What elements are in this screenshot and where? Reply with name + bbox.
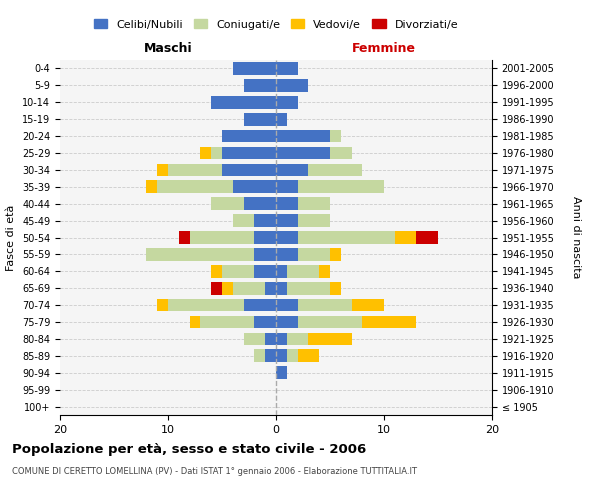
Text: Femmine: Femmine bbox=[352, 42, 416, 55]
Bar bbox=[276, 146, 330, 160]
Bar bbox=[276, 231, 298, 244]
Bar bbox=[233, 282, 265, 294]
Bar bbox=[211, 265, 222, 278]
Bar bbox=[157, 299, 168, 312]
Bar bbox=[146, 180, 157, 193]
Bar bbox=[244, 113, 276, 126]
Bar bbox=[233, 180, 276, 193]
Bar bbox=[179, 231, 190, 244]
Bar bbox=[287, 282, 330, 294]
Bar bbox=[276, 248, 298, 260]
Bar bbox=[222, 130, 276, 142]
Text: COMUNE DI CERETTO LOMELLINA (PV) - Dati ISTAT 1° gennaio 2006 - Elaborazione TUT: COMUNE DI CERETTO LOMELLINA (PV) - Dati … bbox=[12, 468, 417, 476]
Bar bbox=[298, 180, 384, 193]
Bar bbox=[265, 282, 276, 294]
Bar bbox=[211, 146, 222, 160]
Bar bbox=[298, 299, 352, 312]
Y-axis label: Anni di nascita: Anni di nascita bbox=[571, 196, 581, 279]
Bar bbox=[244, 79, 276, 92]
Bar bbox=[330, 282, 341, 294]
Bar bbox=[254, 316, 276, 328]
Bar bbox=[265, 350, 276, 362]
Bar bbox=[330, 130, 341, 142]
Bar bbox=[146, 248, 254, 260]
Bar bbox=[276, 198, 298, 210]
Bar bbox=[190, 231, 254, 244]
Bar bbox=[276, 79, 308, 92]
Y-axis label: Fasce di età: Fasce di età bbox=[7, 204, 16, 270]
Bar bbox=[319, 265, 330, 278]
Bar bbox=[276, 265, 287, 278]
Bar bbox=[276, 332, 287, 345]
Bar bbox=[254, 214, 276, 227]
Bar bbox=[298, 214, 330, 227]
Bar bbox=[330, 248, 341, 260]
Bar bbox=[200, 146, 211, 160]
Bar bbox=[308, 164, 362, 176]
Bar bbox=[211, 282, 222, 294]
Bar bbox=[276, 130, 330, 142]
Legend: Celibi/Nubili, Coniugati/e, Vedovi/e, Divorziati/e: Celibi/Nubili, Coniugati/e, Vedovi/e, Di… bbox=[94, 19, 458, 30]
Text: Maschi: Maschi bbox=[143, 42, 193, 55]
Bar bbox=[362, 316, 416, 328]
Bar bbox=[298, 248, 330, 260]
Bar bbox=[233, 62, 276, 75]
Bar bbox=[298, 231, 395, 244]
Bar bbox=[276, 366, 287, 379]
Bar bbox=[287, 350, 298, 362]
Bar bbox=[416, 231, 438, 244]
Bar bbox=[244, 299, 276, 312]
Bar bbox=[276, 350, 287, 362]
Bar bbox=[276, 113, 287, 126]
Bar bbox=[244, 332, 265, 345]
Bar bbox=[233, 214, 254, 227]
Bar bbox=[276, 316, 298, 328]
Bar bbox=[244, 198, 276, 210]
Text: Popolazione per età, sesso e stato civile - 2006: Popolazione per età, sesso e stato civil… bbox=[12, 442, 366, 456]
Bar bbox=[254, 231, 276, 244]
Bar bbox=[276, 96, 298, 108]
Bar bbox=[157, 180, 233, 193]
Bar bbox=[298, 350, 319, 362]
Bar bbox=[276, 62, 298, 75]
Bar bbox=[287, 332, 308, 345]
Bar bbox=[254, 350, 265, 362]
Bar bbox=[308, 332, 352, 345]
Bar bbox=[395, 231, 416, 244]
Bar bbox=[265, 332, 276, 345]
Bar bbox=[222, 265, 254, 278]
Bar bbox=[190, 316, 200, 328]
Bar bbox=[352, 299, 384, 312]
Bar bbox=[168, 164, 222, 176]
Bar bbox=[211, 96, 276, 108]
Bar bbox=[276, 299, 298, 312]
Bar bbox=[298, 316, 362, 328]
Bar bbox=[287, 265, 319, 278]
Bar bbox=[276, 214, 298, 227]
Bar bbox=[254, 248, 276, 260]
Bar bbox=[222, 146, 276, 160]
Bar bbox=[276, 180, 298, 193]
Bar bbox=[330, 146, 352, 160]
Bar bbox=[222, 282, 233, 294]
Bar bbox=[168, 299, 244, 312]
Bar bbox=[298, 198, 330, 210]
Bar bbox=[157, 164, 168, 176]
Bar bbox=[211, 198, 244, 210]
Bar bbox=[276, 164, 308, 176]
Bar bbox=[254, 265, 276, 278]
Bar bbox=[276, 282, 287, 294]
Bar bbox=[222, 164, 276, 176]
Bar bbox=[200, 316, 254, 328]
